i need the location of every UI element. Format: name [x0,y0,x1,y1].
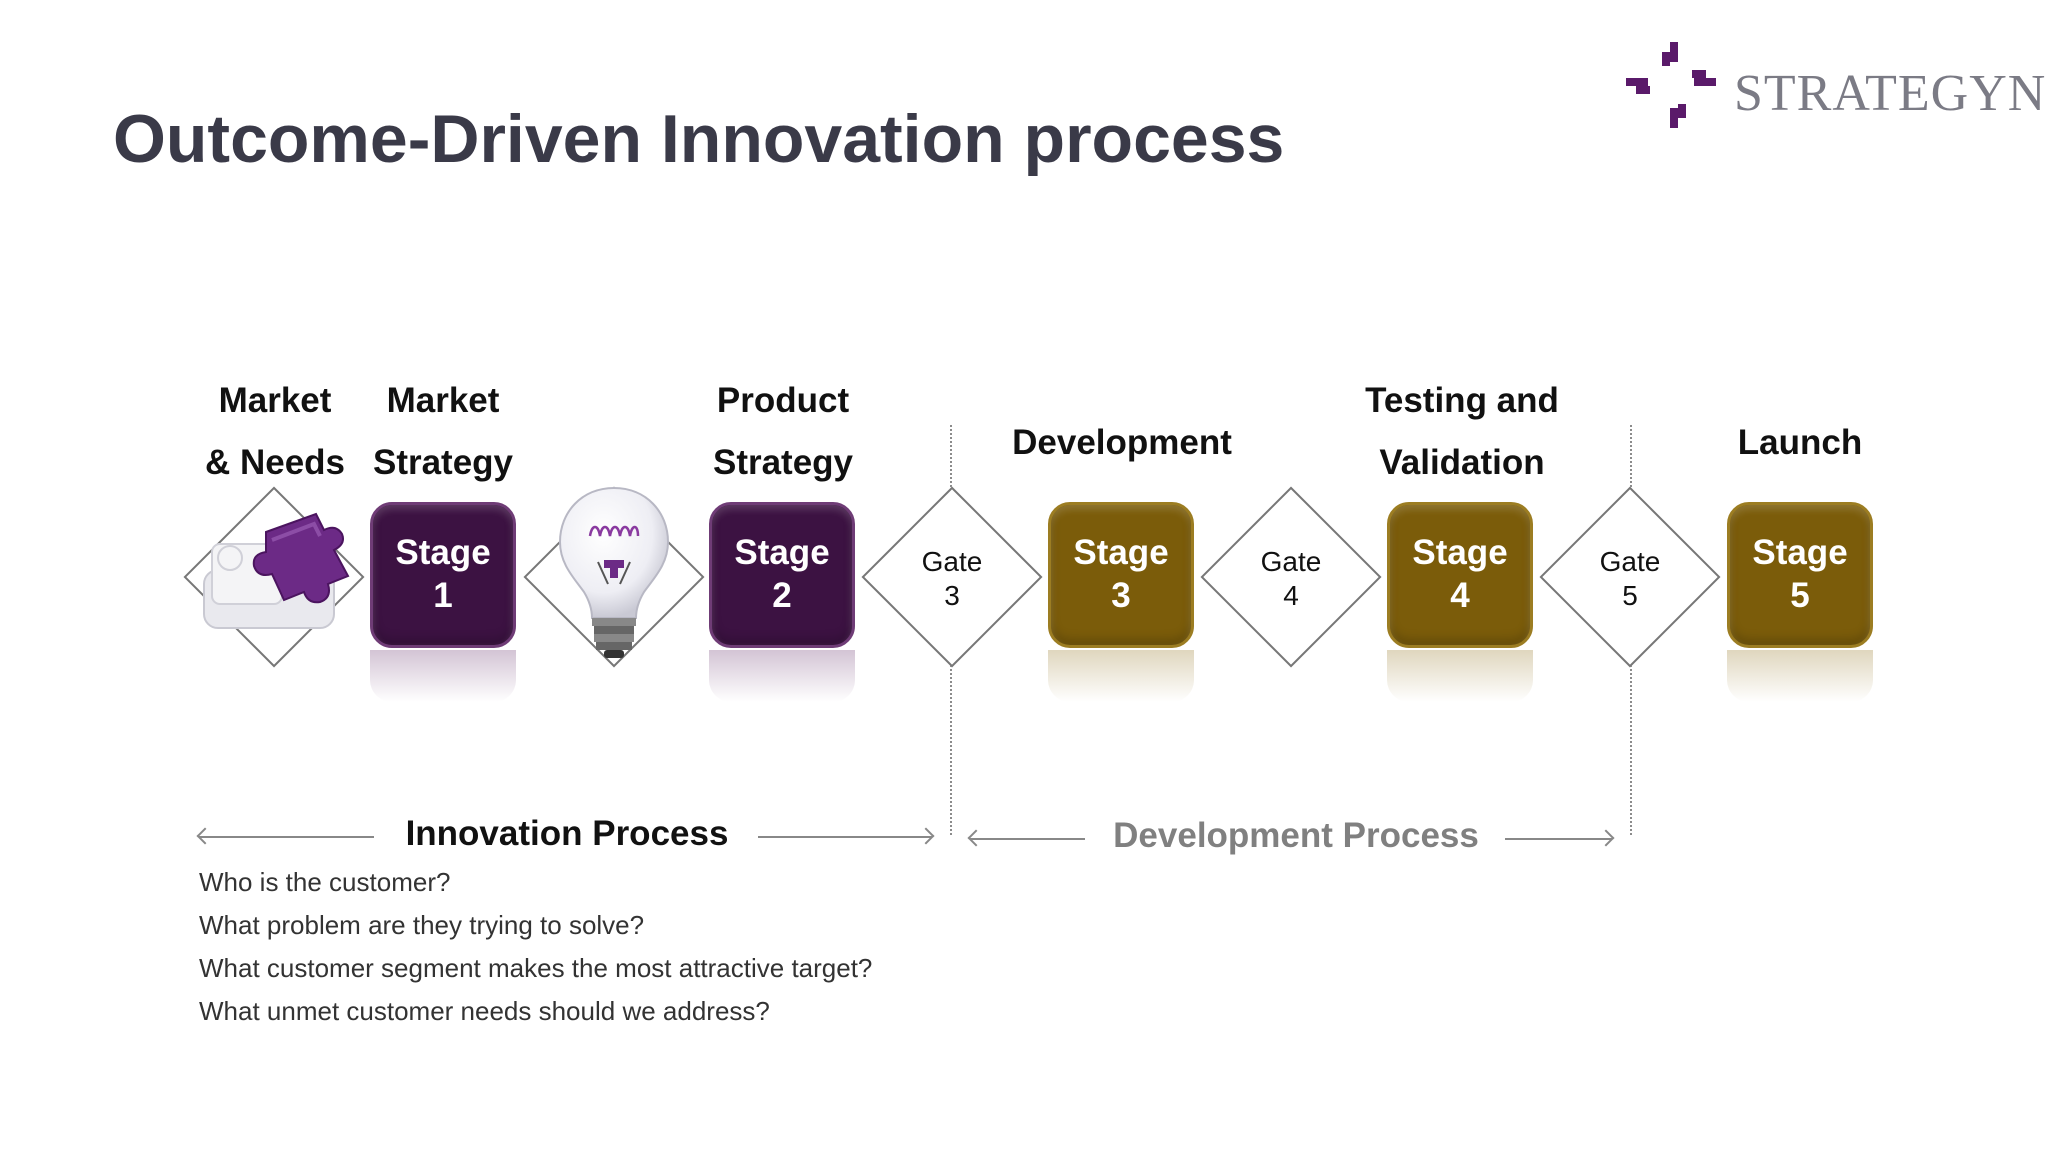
stage-3-text: Stage 3 [1051,531,1191,617]
stage-label: Stage [734,533,830,572]
stage-number: 1 [433,576,453,615]
stage-number: 4 [1450,576,1470,615]
puzzle-piece-icon [196,500,376,645]
innovation-arrow-right-line [758,836,932,838]
heading-market-strategy: Market Strategy [373,370,513,494]
stage-reflection [1387,650,1533,702]
stage-reflection [1727,650,1873,702]
stage-label: Stage [1752,533,1848,572]
question-item: What problem are they trying to solve? [199,910,645,940]
stage-label: Stage [1073,533,1169,572]
heading-development: Development [1012,423,1232,462]
gate-label: Gate [921,546,983,577]
arrow-right-icon [1597,829,1615,847]
stage-1-text: Stage 1 [373,531,513,617]
heading-line: Product [716,381,850,420]
stage-reflection [709,650,855,702]
heading-line: Testing and [1365,381,1559,420]
light-bulb-icon [554,484,674,669]
gate-number: 3 [944,580,960,611]
heading-line: & Needs [204,443,346,482]
innovation-arrow-left-line [199,836,374,838]
gate-label: Gate [1260,546,1322,577]
stage-2-box: Stage 2 [709,502,855,648]
page-title: Outcome-Driven Innovation process [113,101,1285,177]
gate-number: 4 [1283,580,1299,611]
gate-5-text: Gate 5 [1570,545,1690,613]
stage-4-text: Stage 4 [1390,531,1530,617]
heading-line: Validation [1379,443,1545,482]
question-item: Who is the customer? [199,867,451,897]
stage-2-text: Stage 2 [712,531,852,617]
arrow-left-icon [196,827,214,845]
stage-label: Stage [1412,533,1508,572]
question-item: What customer segment makes the most att… [199,953,873,983]
logo-mark-icon [1626,42,1716,128]
innovation-process-label: Innovation Process [405,814,729,853]
gate-label: Gate [1599,546,1661,577]
stage-5-text: Stage 5 [1730,531,1870,617]
stage-reflection [370,650,516,702]
stage-1-box: Stage 1 [370,502,516,648]
development-arrow-right-line [1505,838,1612,840]
stage-3-box: Stage 3 [1048,502,1194,648]
gate-4-text: Gate 4 [1231,545,1351,613]
stage-4-box: Stage 4 [1387,502,1533,648]
gate-3-text: Gate 3 [892,545,1012,613]
stage-reflection [1048,650,1194,702]
heading-line: Market [386,381,500,420]
heading-product-strategy: Product Strategy [713,370,853,494]
heading-line: Market [218,381,332,420]
arrow-left-icon [967,829,985,847]
heading-line: Strategy [712,443,854,482]
logo-text: STRATEGYN [1734,65,2047,122]
heading-testing-validation: Testing and Validation [1365,370,1559,494]
development-arrow-left-line [970,838,1085,840]
gate-number: 5 [1622,580,1638,611]
stage-number: 2 [772,576,792,615]
stage-number: 5 [1790,576,1810,615]
development-process-label: Development Process [1113,816,1479,855]
heading-line: Strategy [372,443,514,482]
heading-launch: Launch [1737,423,1863,462]
arrow-right-icon [917,827,935,845]
stage-label: Stage [395,533,491,572]
strategyn-logo: STRATEGYN [1622,38,2045,148]
question-item: What unmet customer needs should we addr… [199,996,770,1026]
stage-number: 3 [1111,576,1131,615]
stage-5-box: Stage 5 [1727,502,1873,648]
heading-market-needs: Market & Needs [205,370,345,494]
